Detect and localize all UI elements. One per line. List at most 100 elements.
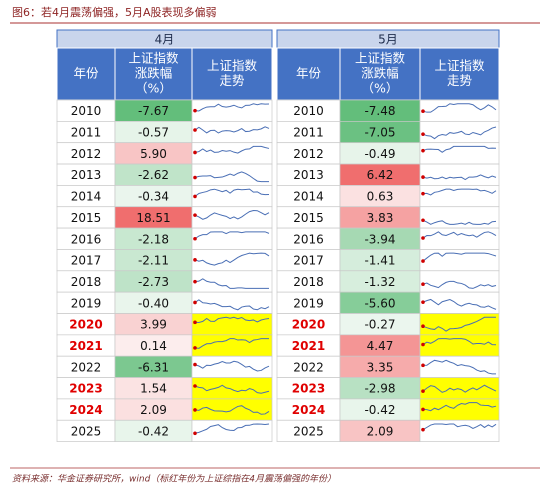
sparkline-peak [193,258,197,262]
year-text: 2019 [71,296,102,310]
year-text: 2018 [293,275,324,289]
year-text: 2016 [293,232,324,246]
year-text: 2025 [71,424,102,438]
change-text: -0.42 [364,403,395,417]
change-text: -0.57 [138,126,169,140]
year-text: 2024 [292,403,325,417]
change-text: -7.67 [138,104,169,118]
trend-cell [419,377,500,400]
column-header [56,47,116,101]
sparkline [422,103,497,113]
sparkline [422,252,497,262]
sparkline [194,209,270,220]
change-text: -1.32 [364,275,395,289]
year-text: 2018 [71,275,102,289]
sparkline [422,174,497,181]
change-text: -3.94 [364,232,395,246]
change-text: -5.60 [364,296,395,310]
sparkline-peak [421,148,425,153]
change-text: 3.35 [367,360,394,374]
trend-cell [419,185,500,208]
sparkline [194,405,270,415]
trend-cell [419,270,500,293]
sparkline-peak [421,175,425,179]
sparkline [422,298,497,310]
trend-cell [191,270,273,293]
year-text: 2013 [71,168,102,182]
year-text: 2021 [292,339,325,353]
month-label: 4月 [155,33,175,47]
change-text: 2.09 [140,403,167,417]
sparkline [422,423,497,431]
year-text: 2020 [292,318,325,332]
sparkline-peak [421,218,425,223]
change-text: -2.11 [138,254,169,268]
column-header-text: 上证指数 [128,51,179,66]
trend-cell [191,313,273,336]
year-text: 2022 [71,360,102,374]
sparkline-peak [421,324,425,329]
trend-cell [419,99,500,122]
sparkline [194,103,270,112]
change-text: 3.83 [367,211,394,225]
year-text: 2011 [293,126,324,140]
trend-cell [191,120,273,144]
sparkline [194,384,270,394]
sparkline-peak [193,150,197,155]
year-text: 2010 [293,104,324,118]
sparkline-peak [193,300,197,305]
year-text: 2012 [293,147,324,161]
sparkline [422,384,497,393]
year-text: 2011 [71,126,102,140]
sparkline-peak [193,108,197,113]
column-header-text: 年份 [296,66,322,81]
change-text: 0.14 [140,339,167,353]
sparkline [422,145,497,153]
sparkline-peak [193,128,197,132]
trend-cell [419,291,500,314]
trend-cell [419,206,500,229]
change-text: -7.48 [364,104,395,118]
sparkline-peak [421,427,425,432]
column-header-text: （%） [362,81,399,96]
sparkline [194,252,270,266]
sparkline-peak [193,194,197,199]
change-text: -7.05 [364,126,395,140]
trend-cell [191,419,273,442]
year-text: 2024 [69,403,102,417]
sparkline [194,299,270,311]
sparkline-peak [421,191,425,196]
year-text: 2013 [293,168,324,182]
sparkline [194,360,270,372]
sparkline [422,231,497,239]
sparkline-peak [193,362,197,367]
month-label: 5月 [378,33,398,47]
change-text: 4.47 [367,339,394,353]
year-text: 2020 [69,318,102,332]
change-text: -2.98 [364,382,395,396]
change-text: -0.34 [138,190,169,204]
change-text: -2.18 [138,232,169,246]
sparkline [422,280,497,289]
sparkline-peak [193,236,197,241]
change-text: 5.90 [140,147,167,161]
sparkline [194,145,270,154]
sparkline-peak [421,342,425,347]
year-text: 2015 [71,211,102,225]
year-text: 2015 [293,211,324,225]
year-text: 2023 [292,382,325,396]
column-header [419,47,500,101]
sparkline-peak [193,279,197,284]
year-text: 2012 [71,147,102,161]
sparkline-peak [193,384,197,388]
year-text: 2021 [69,339,102,353]
sparkline [194,171,269,183]
sparkline-peak [193,346,197,350]
sparkline [194,278,269,289]
sparkline-peak [421,236,425,240]
year-text: 2023 [69,382,102,396]
column-header-text: 走势 [219,73,245,88]
column-header-text: 上证指数 [355,51,406,66]
sparkline-peak [421,300,425,304]
year-text: 2017 [71,254,102,268]
